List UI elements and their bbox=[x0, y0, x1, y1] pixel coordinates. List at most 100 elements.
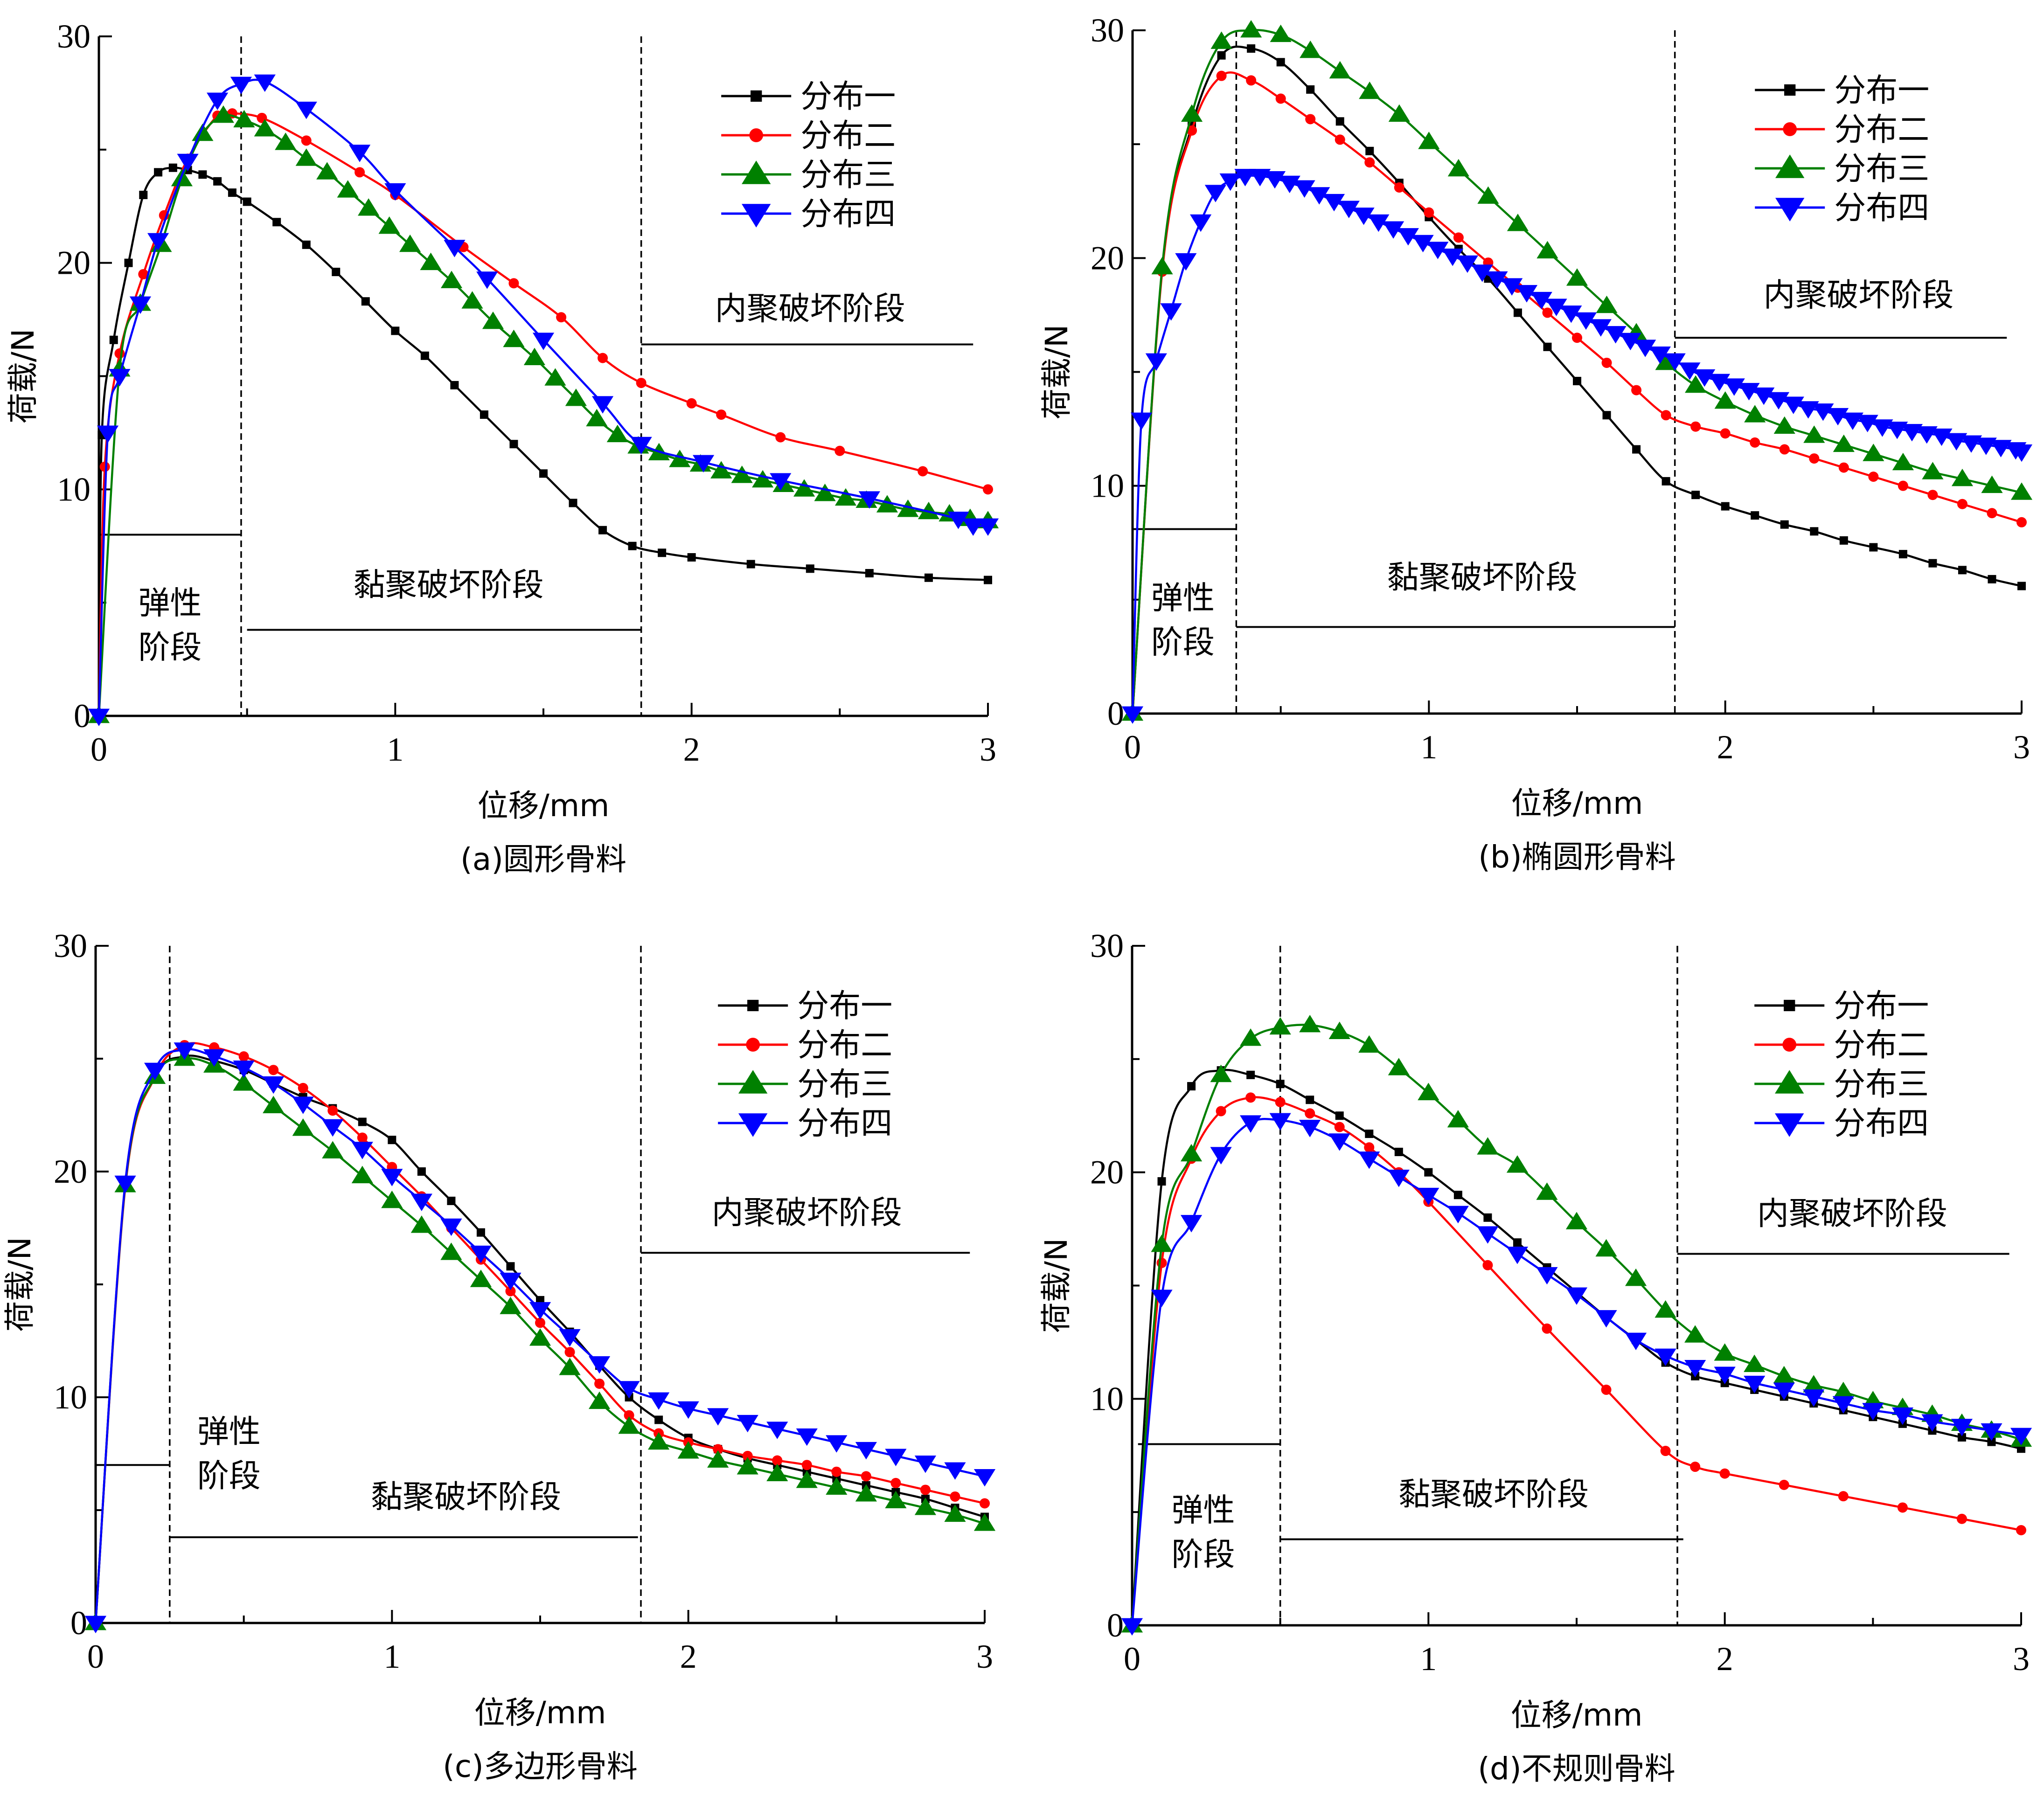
data-point bbox=[559, 1358, 581, 1375]
data-point bbox=[752, 470, 774, 488]
data-point bbox=[1691, 491, 1700, 499]
data-point bbox=[944, 1462, 966, 1480]
data-point bbox=[1927, 490, 1938, 500]
legend-item: 分布二 bbox=[1755, 111, 1929, 148]
data-point bbox=[1632, 445, 1641, 454]
data-point bbox=[1750, 437, 1760, 448]
data-point bbox=[476, 271, 498, 289]
y-tick-label: 0 bbox=[74, 697, 90, 735]
stage-label: 阶段 bbox=[1171, 1537, 1235, 1574]
data-point bbox=[1121, 706, 1144, 724]
data-point bbox=[529, 1302, 551, 1320]
legend-label: 分布四 bbox=[1834, 190, 1929, 227]
data-point bbox=[1596, 295, 1618, 313]
data-point bbox=[1210, 1147, 1232, 1165]
data-point bbox=[254, 74, 276, 92]
stage-label: 黏聚破坏阶段 bbox=[1387, 559, 1578, 596]
series-2 bbox=[1127, 1092, 2026, 1630]
data-point bbox=[1190, 214, 1212, 232]
data-point bbox=[858, 491, 880, 509]
data-point bbox=[1453, 1191, 1462, 1200]
data-point bbox=[1773, 1382, 1795, 1400]
data-point bbox=[628, 541, 637, 550]
data-point bbox=[254, 119, 276, 137]
data-point bbox=[1513, 308, 1522, 317]
data-point bbox=[1662, 477, 1670, 485]
data-point bbox=[1323, 194, 1345, 212]
data-point bbox=[973, 1469, 996, 1487]
data-point bbox=[1744, 1354, 1766, 1372]
data-point bbox=[914, 1498, 937, 1515]
data-point bbox=[1753, 387, 1775, 405]
data-point bbox=[793, 479, 815, 497]
data-point bbox=[1575, 312, 1597, 330]
legend-label: 分布三 bbox=[800, 157, 896, 194]
legend-marker bbox=[1775, 1113, 1804, 1137]
data-point bbox=[1394, 182, 1404, 193]
data-point bbox=[2016, 1525, 2026, 1536]
data-point bbox=[1694, 369, 1716, 387]
data-point bbox=[238, 1051, 249, 1062]
data-point bbox=[1456, 255, 1479, 273]
series-4 bbox=[88, 74, 999, 726]
y-tick-label: 20 bbox=[54, 1153, 87, 1190]
y-tick-label: 30 bbox=[57, 18, 90, 55]
data-point bbox=[1773, 1366, 1795, 1384]
data-point bbox=[1685, 375, 1707, 393]
data-point bbox=[1625, 1268, 1647, 1286]
data-point bbox=[99, 461, 110, 472]
data-point bbox=[129, 296, 152, 314]
data-point bbox=[1364, 1142, 1375, 1153]
data-point bbox=[1394, 1147, 1403, 1156]
legend-marker bbox=[751, 90, 762, 102]
panel-d: 0 10 20 30 0 1 2 3 位移/mm 荷载/N (d)不规则骨料 弹性 阶段 黏聚破坏阶段 内聚… bbox=[1022, 908, 2044, 1817]
data-point bbox=[1536, 241, 1558, 259]
data-point bbox=[1334, 1122, 1345, 1132]
panel-caption: (c)多边形骨料 bbox=[443, 1748, 638, 1784]
data-point bbox=[636, 378, 647, 388]
data-point bbox=[1160, 303, 1182, 321]
data-point bbox=[1358, 1151, 1380, 1169]
data-point bbox=[420, 252, 442, 270]
data-point bbox=[1545, 298, 1567, 316]
data-point bbox=[1956, 1513, 1967, 1524]
data-point bbox=[1279, 175, 1300, 194]
x-tick-label: 1 bbox=[1420, 728, 1437, 766]
data-point bbox=[1299, 1014, 1321, 1033]
data-point bbox=[1714, 391, 1736, 409]
data-point bbox=[268, 1065, 279, 1075]
data-point bbox=[1595, 1310, 1617, 1328]
data-point bbox=[351, 1142, 373, 1159]
stage-label: 黏聚破坏阶段 bbox=[1398, 1477, 1589, 1513]
data-point bbox=[973, 1513, 996, 1531]
data-point bbox=[509, 440, 518, 449]
data-point bbox=[1827, 408, 1849, 426]
data-point bbox=[618, 1381, 640, 1399]
data-point bbox=[801, 1460, 812, 1470]
legend-marker bbox=[1782, 1038, 1797, 1052]
data-point bbox=[1483, 1213, 1492, 1222]
data-point bbox=[348, 145, 371, 162]
legend-label: 分布二 bbox=[797, 1027, 892, 1064]
data-point bbox=[1175, 253, 1197, 271]
x-tick-label: 2 bbox=[1717, 728, 1734, 766]
data-point bbox=[1247, 44, 1256, 53]
data-point bbox=[707, 1450, 729, 1468]
data-point bbox=[523, 347, 546, 366]
x-tick-label: 0 bbox=[87, 1638, 104, 1675]
data-point bbox=[1720, 428, 1731, 439]
legend-marker bbox=[747, 999, 759, 1012]
data-point bbox=[378, 216, 400, 234]
data-point bbox=[1388, 1058, 1410, 1075]
data-point bbox=[1145, 353, 1167, 371]
data-point bbox=[1892, 452, 1914, 471]
data-point bbox=[586, 409, 608, 427]
data-point bbox=[1151, 257, 1173, 275]
legend-item: 分布四 bbox=[1754, 1105, 1929, 1142]
data-point bbox=[1812, 403, 1834, 421]
data-point bbox=[233, 1073, 255, 1091]
data-point bbox=[1328, 1133, 1350, 1151]
data-point bbox=[1832, 1396, 1854, 1414]
stage-label: 内聚破坏阶段 bbox=[712, 1194, 902, 1231]
